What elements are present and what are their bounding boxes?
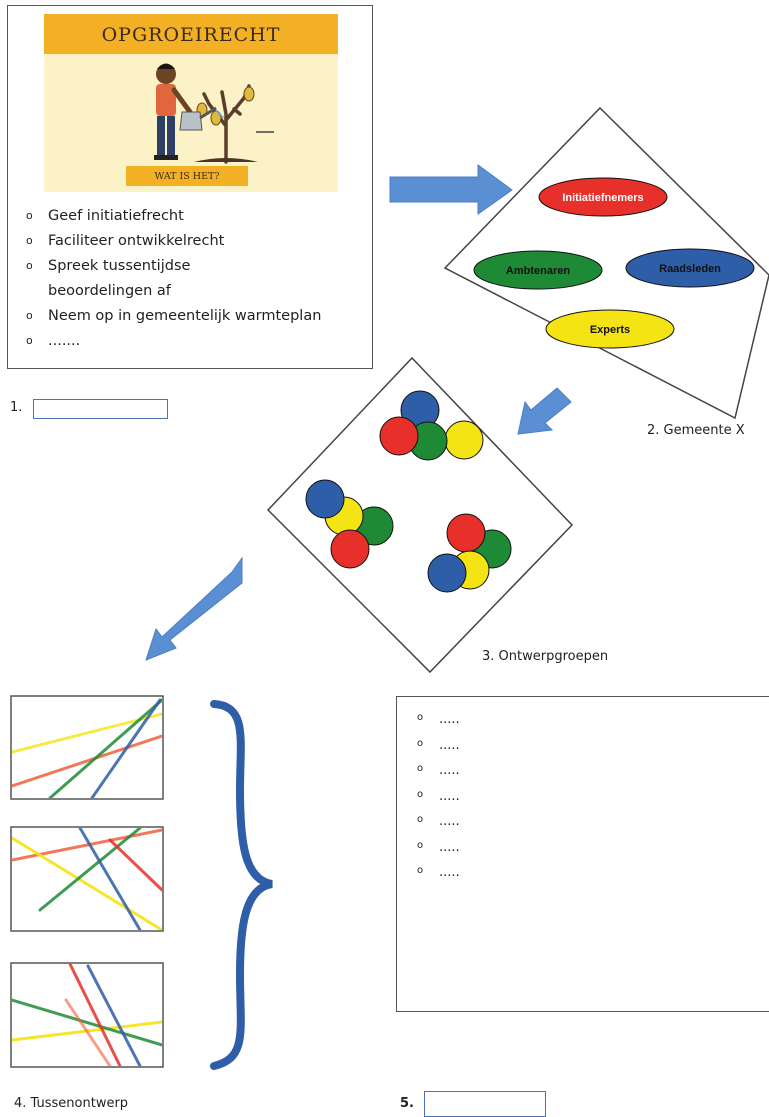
sketch-frame-3 — [10, 962, 164, 1068]
role-initiatiefnemers-ellipse — [538, 177, 668, 217]
step3-label: 3. Ontwerpgroepen — [482, 649, 609, 664]
step5-answer-field[interactable] — [424, 1091, 546, 1117]
list-item: ..... — [417, 756, 460, 784]
poster-subtitle: WAT IS HET? — [126, 166, 248, 186]
list-item-continuation: beoordelingen af — [48, 283, 171, 299]
step1-label: 1. — [10, 400, 23, 415]
gemeente-diamond — [443, 106, 769, 420]
curly-brace-icon — [210, 700, 274, 1070]
design-group-1 — [379, 390, 484, 461]
list-item: ..... — [417, 782, 460, 810]
step1-card: OPGROEIRECHT WAT IS HET? Geef — [7, 5, 373, 369]
role-label: Ambtenaren — [506, 265, 570, 277]
role-label: Experts — [590, 324, 630, 336]
boy-watering-tree-illustration — [154, 63, 274, 164]
role-ambtenaren-ellipse — [473, 250, 603, 290]
step4-label: 4. Tussenontwerp — [14, 1096, 129, 1111]
design-group-2 — [305, 479, 394, 569]
list-item: ..... — [417, 731, 460, 759]
role-experts-ellipse — [545, 309, 675, 349]
list-item: ..... — [417, 807, 460, 835]
role-label: Initiatiefnemers — [562, 192, 643, 204]
poster-image: OPGROEIRECHT WAT IS HET? — [44, 14, 338, 192]
step2-label: 2. Gemeente X — [647, 423, 745, 438]
arrow-down-left-icon — [517, 387, 572, 435]
list-item: Faciliteer ontwikkelrecht — [26, 228, 321, 254]
list-item: Geef initiatiefrecht — [26, 203, 321, 229]
step1-bullet-list: Geef initiatiefrecht Faciliteer ontwikke… — [26, 203, 321, 354]
step5-card: ..... ..... ..... ..... ..... ..... ....… — [396, 696, 769, 1012]
ontwerpgroepen-diamond — [266, 356, 574, 674]
design-group-3 — [427, 513, 512, 593]
poster-title: OPGROEIRECHT — [44, 14, 338, 54]
step5-label: 5. — [400, 1096, 414, 1111]
list-item: Spreek tussentijdse — [26, 253, 321, 279]
sketch-frame-1 — [10, 695, 164, 800]
list-item: ..... — [417, 833, 460, 861]
step1-answer-field[interactable] — [33, 399, 168, 419]
role-raadsleden-ellipse — [625, 248, 755, 288]
role-label: Raadsleden — [659, 263, 721, 275]
arrow-down-left-large-icon — [145, 556, 243, 661]
arrow-right-icon — [389, 164, 513, 215]
sketch-frame-2 — [10, 826, 164, 932]
list-item: ..... — [417, 858, 460, 886]
list-item: ..... — [417, 705, 460, 733]
list-item: ....... — [26, 328, 321, 354]
step5-list: ..... ..... ..... ..... ..... ..... ....… — [417, 705, 460, 886]
list-item: Neem op in gemeentelijk warmteplan — [26, 303, 321, 329]
